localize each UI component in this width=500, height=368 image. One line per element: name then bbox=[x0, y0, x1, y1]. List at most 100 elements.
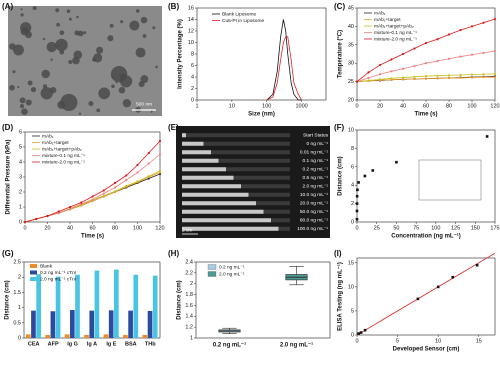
panel-label: (I) bbox=[334, 249, 342, 258]
data-point bbox=[363, 328, 367, 332]
bar bbox=[94, 270, 100, 338]
vesicle bbox=[135, 9, 140, 13]
data-point bbox=[359, 331, 363, 334]
data-point bbox=[371, 169, 375, 172]
x-tick-label: CEA bbox=[28, 341, 40, 347]
y-tick-label: 0 bbox=[18, 335, 21, 341]
series-line bbox=[266, 36, 302, 101]
vesicle bbox=[66, 9, 71, 14]
x-tick-label: 25 bbox=[374, 225, 380, 231]
vesicle bbox=[9, 84, 15, 91]
data-point bbox=[102, 189, 105, 192]
x-tick-label: 75 bbox=[413, 225, 419, 231]
x-tick-label: 100 bbox=[467, 103, 476, 109]
ink-front bbox=[182, 175, 234, 180]
data-point bbox=[436, 74, 439, 77]
panel-label: (H) bbox=[168, 249, 179, 258]
y-tick-label: 2.4 bbox=[185, 259, 193, 265]
bar bbox=[89, 310, 95, 338]
data-point bbox=[436, 77, 439, 80]
bar bbox=[31, 310, 36, 338]
x-tick-label: Ig G bbox=[67, 341, 78, 347]
vesicle bbox=[76, 15, 79, 19]
y-tick-label: 2 bbox=[18, 275, 21, 281]
data-point bbox=[482, 73, 485, 76]
bar bbox=[114, 269, 119, 338]
vesicle bbox=[120, 75, 133, 88]
vesicle bbox=[135, 47, 146, 58]
bar bbox=[108, 310, 114, 338]
ink-front bbox=[182, 133, 186, 138]
y-tick-label: 1.8 bbox=[185, 292, 193, 298]
y-tick-label: 16 bbox=[188, 5, 194, 11]
vesicle bbox=[20, 8, 23, 11]
vesicle bbox=[19, 97, 26, 104]
data-point bbox=[413, 65, 416, 68]
x-tick-label: 150 bbox=[471, 225, 480, 231]
data-point bbox=[355, 217, 359, 221]
x-tick-label: 100 bbox=[431, 225, 440, 231]
data-point bbox=[401, 67, 405, 70]
x-tick-label: 15 bbox=[476, 338, 482, 344]
data-point bbox=[356, 188, 359, 192]
x-tick-label: BSA bbox=[125, 341, 137, 347]
x-tick-label: 100 bbox=[133, 225, 142, 231]
bar bbox=[128, 310, 133, 338]
y-tick-label: 4 bbox=[351, 183, 354, 189]
vesicle bbox=[20, 13, 24, 17]
data-point bbox=[416, 297, 420, 301]
y-tick-label: 10 bbox=[188, 40, 194, 46]
vesicle bbox=[140, 16, 148, 24]
data-point bbox=[136, 171, 139, 174]
legend-label: 2.0 ng mL⁻¹ bbox=[219, 271, 245, 277]
vesicle bbox=[27, 80, 33, 86]
data-point bbox=[424, 74, 428, 78]
y-tick-label: 3 bbox=[19, 174, 22, 180]
vesicle bbox=[40, 87, 53, 100]
y-tick-label: 2.5 bbox=[13, 259, 21, 265]
ink-front bbox=[182, 226, 279, 231]
legend-swatch bbox=[30, 277, 37, 281]
data-point bbox=[390, 77, 393, 80]
vesicle bbox=[111, 84, 115, 89]
data-point bbox=[113, 181, 117, 185]
y-tick-label: 1 bbox=[18, 305, 21, 311]
row-label: 0.1 ng mL⁻¹ bbox=[303, 158, 329, 164]
y-tick-label: 25 bbox=[348, 79, 354, 85]
data-point bbox=[355, 194, 359, 198]
ink-front bbox=[182, 218, 271, 223]
ink-front bbox=[182, 141, 204, 146]
data-point bbox=[158, 169, 162, 173]
x-tick-label: 1 bbox=[195, 103, 198, 109]
x-tick-label: 125 bbox=[451, 225, 460, 231]
x-tick-label: 0 bbox=[355, 338, 358, 344]
x-tick-label: Ig E bbox=[106, 341, 116, 347]
y-tick-label: 4 bbox=[191, 74, 194, 80]
data-point bbox=[102, 192, 105, 195]
channel bbox=[182, 158, 290, 163]
channel bbox=[182, 133, 290, 138]
vesicle bbox=[129, 20, 140, 31]
data-point bbox=[436, 285, 440, 289]
vesicle bbox=[60, 93, 78, 111]
data-point bbox=[367, 71, 370, 74]
legend-label: mAb₁ bbox=[42, 133, 54, 139]
y-tick-label: 2.2 bbox=[185, 270, 193, 276]
y-axis-title: Differential Pressure (kPa) bbox=[6, 139, 12, 214]
panel-label: (C) bbox=[334, 2, 345, 11]
vesicle bbox=[120, 20, 124, 24]
data-point bbox=[470, 53, 474, 56]
vesicle bbox=[42, 84, 48, 89]
data-point bbox=[424, 62, 428, 65]
y-tick-label: 1.2 bbox=[185, 325, 193, 331]
legend-label: 2.0 ng mL⁻¹ cTnI bbox=[40, 276, 76, 282]
x-tick-label: 40 bbox=[67, 225, 73, 231]
panel-label: (F) bbox=[334, 123, 345, 132]
data-point bbox=[413, 77, 416, 81]
x-tick-label: 120 bbox=[155, 225, 164, 231]
y-tick-label: 14 bbox=[188, 17, 194, 23]
data-point bbox=[493, 76, 497, 79]
x-tick-label: 2.0 ng mL⁻¹ bbox=[280, 342, 313, 349]
x-tick-label: 5 bbox=[396, 338, 399, 344]
data-point bbox=[23, 220, 27, 224]
